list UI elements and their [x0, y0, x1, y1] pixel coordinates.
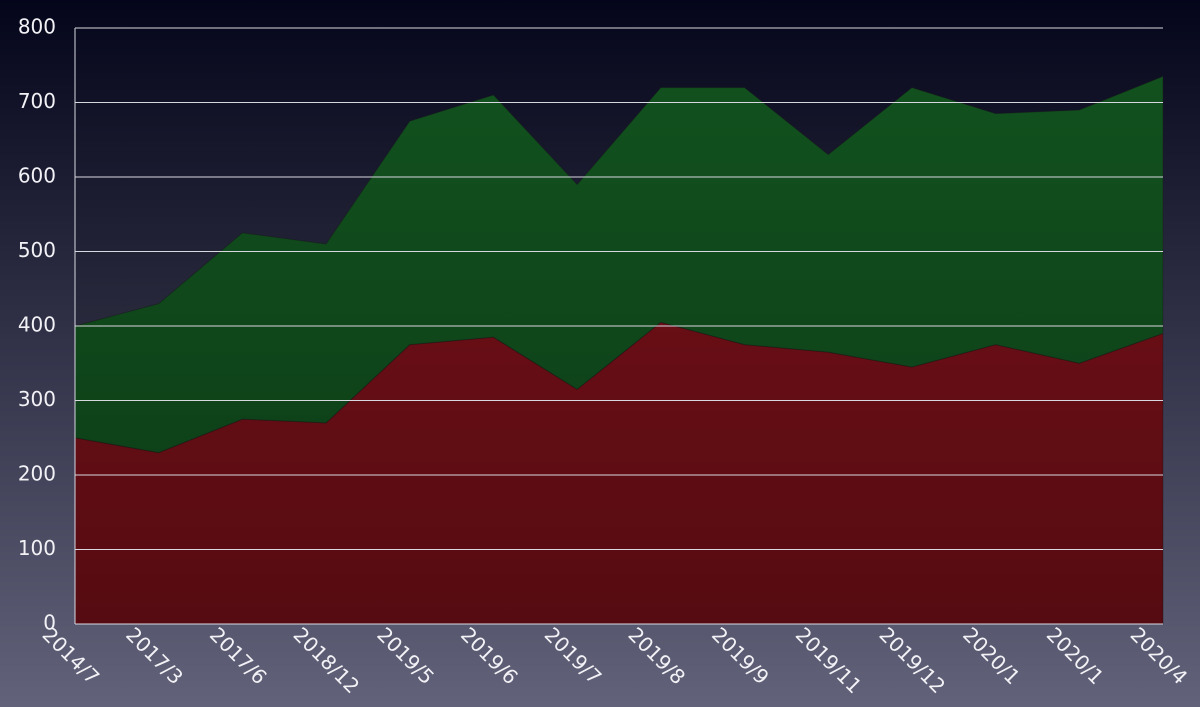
- y-tick-label: 500: [18, 238, 56, 262]
- y-tick-label: 600: [18, 164, 56, 188]
- y-tick-label: 800: [18, 15, 56, 39]
- y-tick-label: 300: [18, 387, 56, 411]
- y-tick-label: 200: [18, 462, 56, 486]
- y-tick-label: 400: [18, 313, 56, 337]
- y-tick-label: 100: [18, 536, 56, 560]
- y-tick-label: 700: [18, 89, 56, 113]
- y-tick-label: 0: [43, 611, 56, 635]
